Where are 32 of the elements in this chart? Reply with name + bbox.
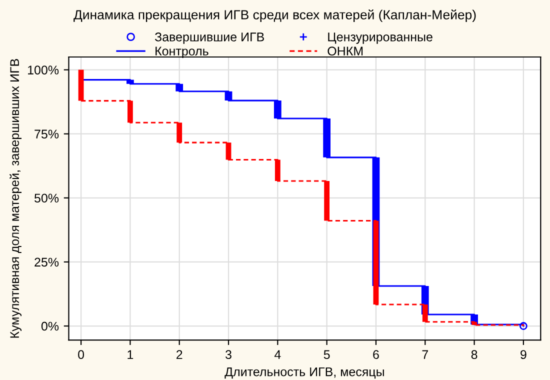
x-tick-label: 9	[520, 350, 526, 360]
x-tick-label: 2	[176, 350, 182, 359]
bar	[274, 100, 282, 118]
bar	[323, 118, 331, 158]
bar	[373, 220, 379, 304]
bar	[324, 181, 330, 221]
bar	[176, 84, 184, 92]
bar	[422, 304, 428, 322]
y-tick-label: 100%	[28, 66, 59, 74]
chart-title: Динамика прекращения ИГВ среди всех матерей (Каплан-Мейер)	[74, 10, 476, 22]
bar	[226, 142, 232, 160]
legend-label: Завершившие ИГВ	[154, 32, 264, 44]
x-axis-title: Длительность ИГВ, месяцы	[224, 367, 384, 379]
x-tick-label: 7	[422, 350, 428, 359]
y-tick-label: 0%	[41, 322, 59, 331]
y-tick-label: 25%	[34, 258, 59, 267]
bar	[176, 122, 182, 143]
x-tick-label: 5	[324, 350, 330, 360]
x-tick-label: 4	[274, 350, 281, 359]
x-tick-label: 1	[128, 350, 134, 359]
bar	[224, 91, 232, 101]
x-tick-label: 0	[78, 350, 84, 360]
legend-label: Цензурированные	[328, 32, 432, 44]
legend-label: Контроль	[156, 46, 208, 58]
x-tick-label: 8	[471, 350, 478, 360]
y-tick-label: 75%	[34, 130, 59, 139]
x-tick-label: 6	[373, 350, 379, 360]
bar	[274, 160, 280, 181]
legend-label: ОНКМ	[328, 46, 363, 56]
y-tick-label: 50%	[34, 194, 59, 203]
y-axis-title: Кумулятивная доля матерей, завершивших ИГВ	[10, 59, 22, 338]
x-tick-label: 3	[226, 350, 232, 360]
